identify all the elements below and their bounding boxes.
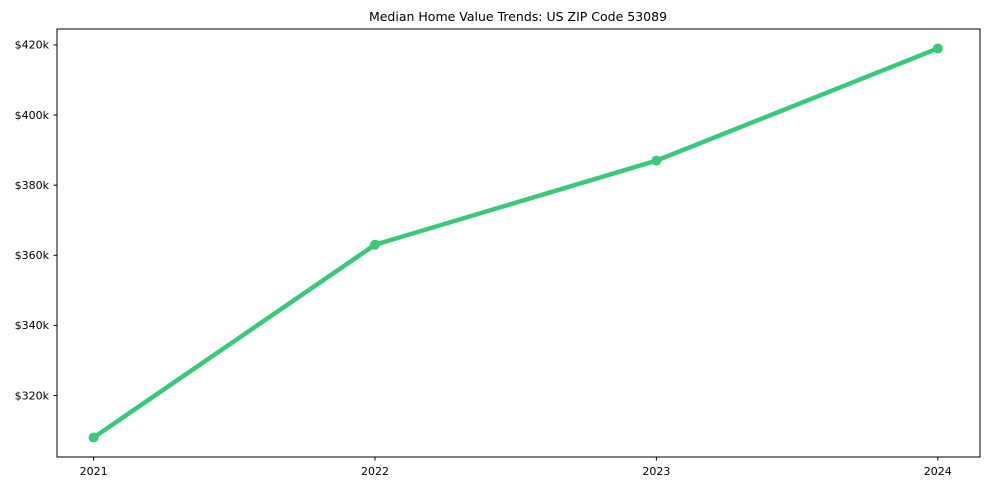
y-tick-label: $380k (15, 179, 50, 192)
y-tick-label: $420k (15, 39, 50, 52)
x-tick-label: 2022 (361, 465, 389, 478)
y-tick-label: $400k (15, 109, 50, 122)
chart-title: Median Home Value Trends: US ZIP Code 53… (369, 9, 667, 24)
trend-line (91, 46, 941, 440)
x-tick-label: 2021 (80, 465, 108, 478)
y-tick-label: $360k (15, 249, 50, 262)
axes-layer: $320k $340k $360k $380k $400k $420k 2021 2022 20… (15, 28, 981, 478)
plot-border (56, 28, 981, 458)
data-point-marker (369, 239, 380, 250)
line-series (88, 43, 943, 443)
y-tick-label: $340k (15, 319, 50, 332)
data-point-marker (651, 155, 662, 166)
data-point-marker (932, 43, 943, 54)
x-tick-label: 2023 (642, 465, 670, 478)
y-tick-label: $320k (15, 389, 50, 402)
data-point-marker (88, 432, 99, 443)
x-tick-label: 2024 (924, 465, 952, 478)
